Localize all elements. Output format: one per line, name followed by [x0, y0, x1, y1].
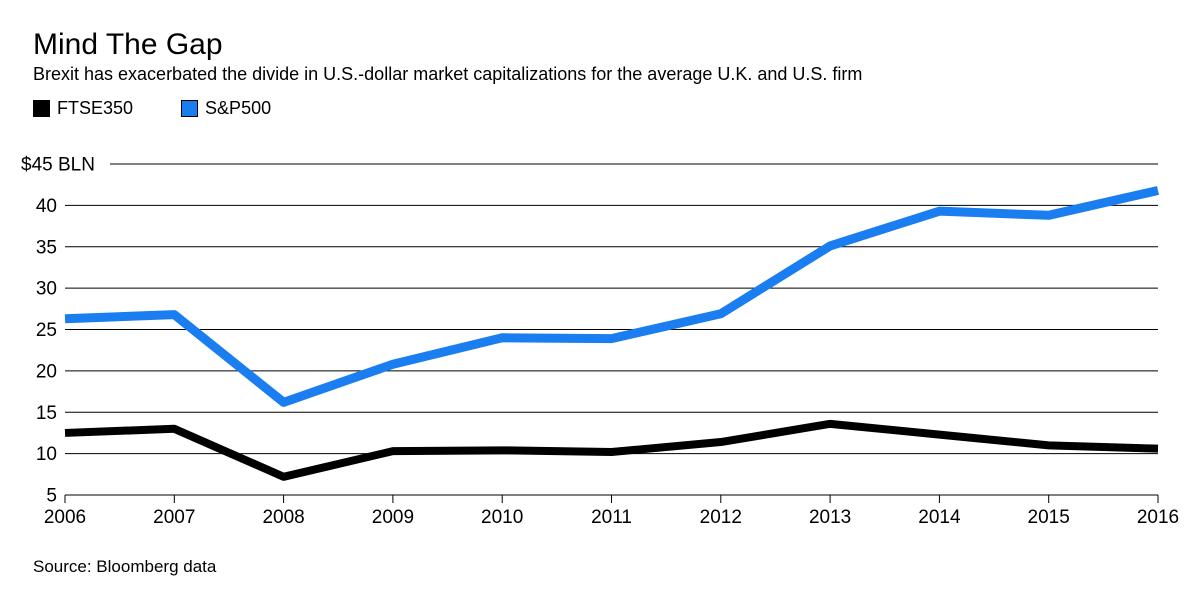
series-lines	[64, 186, 1159, 481]
y-tick-label: 35	[36, 237, 57, 258]
ftse350-swatch-icon	[33, 99, 50, 117]
y-tick-label: 15	[36, 403, 57, 424]
legend-label-ftse350: FTSE350	[57, 98, 134, 118]
y-tick-label: 25	[36, 320, 57, 341]
sp500-swatch-icon	[181, 99, 199, 117]
x-tick-label: 2006	[44, 507, 86, 528]
sp500-line	[64, 186, 1159, 407]
y-axis-unit-label: $45 BLN	[21, 155, 95, 176]
x-tick-label: 2016	[1137, 507, 1179, 528]
y-tick-label: 10	[36, 444, 57, 465]
x-tick-label: 2012	[700, 507, 742, 528]
gridlines	[64, 163, 1159, 503]
x-tick-label: 2015	[1028, 507, 1070, 528]
y-tick-label: 40	[36, 196, 57, 217]
x-tick-label: 2010	[481, 507, 523, 528]
axis-labels: 5 10 15 20 25 30 35 40 $45 BLN 2006 2007 2008 2009 20…	[21, 155, 1179, 529]
ftse350-line	[64, 419, 1159, 481]
x-tick-label: 2011	[591, 507, 632, 528]
x-tick-label: 2009	[372, 507, 414, 528]
legend-item-sp500: S&P500	[181, 99, 271, 117]
legend-item-ftse350: FTSE350	[33, 99, 133, 117]
x-tick-label: 2013	[809, 507, 851, 528]
legend: FTSE350 S&P500	[33, 99, 271, 117]
legend-label-sp500: S&P500	[205, 98, 272, 118]
source-note: Source: Bloomberg data	[33, 557, 217, 576]
x-tick-label: 2014	[918, 507, 961, 528]
y-tick-label: 5	[46, 486, 57, 507]
x-tick-label: 2007	[153, 507, 195, 528]
y-tick-label: 20	[36, 361, 57, 382]
y-tick-label: 30	[36, 279, 57, 300]
chart-subtitle: Brexit has exacerbated the divide in U.S…	[33, 64, 863, 84]
x-tick-label: 2008	[262, 507, 304, 528]
chart-title: Mind The Gap	[33, 28, 223, 61]
